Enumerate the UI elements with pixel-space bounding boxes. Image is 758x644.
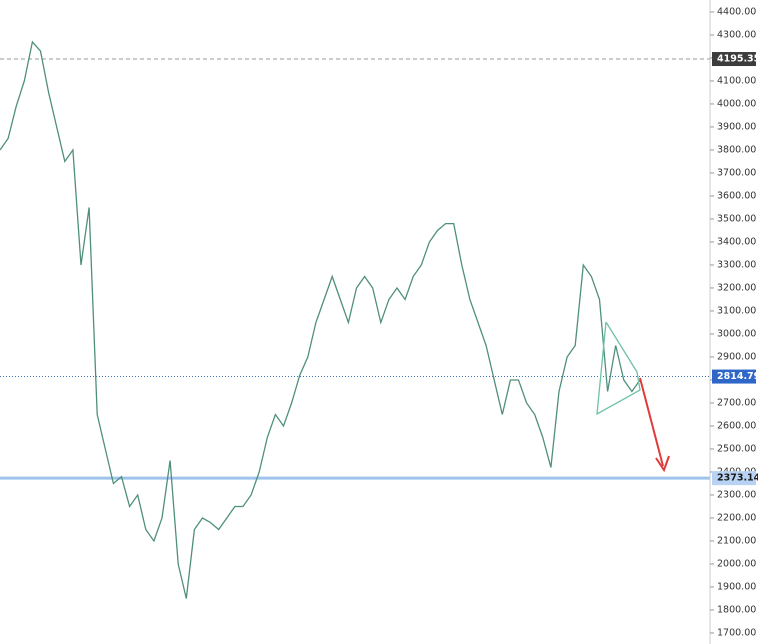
y-tick-label: 4400.00 — [717, 6, 756, 17]
y-tick-label: 2900.00 — [717, 351, 756, 362]
price-label: 4195.35 — [717, 54, 758, 65]
triangle-drawing — [596, 321, 641, 416]
y-tick-label: 2200.00 — [717, 512, 756, 523]
y-tick-label: 1800.00 — [717, 604, 756, 615]
arrow-head — [655, 455, 670, 473]
y-tick-label: 3300.00 — [717, 259, 756, 270]
price-label-box — [712, 471, 756, 486]
y-tick-label: 3400.00 — [717, 236, 756, 247]
y-tick-label: 2000.00 — [717, 558, 756, 569]
price-label-box — [712, 369, 756, 384]
y-tick-label: 1900.00 — [717, 581, 756, 592]
arrow-drawing — [639, 377, 670, 473]
price-label: 2814.79 — [717, 371, 758, 382]
y-tick-label: 3000.00 — [717, 328, 756, 339]
y-tick-label: 2600.00 — [717, 420, 756, 431]
y-tick-label: 3100.00 — [717, 305, 756, 316]
y-tick-label: 3200.00 — [717, 282, 756, 293]
y-tick-label: 1700.00 — [717, 627, 756, 638]
y-tick-label: 2100.00 — [717, 535, 756, 546]
y-tick-label: 3600.00 — [717, 190, 756, 201]
y-tick-label: 3700.00 — [717, 167, 756, 178]
y-tick-label: 4000.00 — [717, 98, 756, 109]
y-tick-label: 4100.00 — [717, 75, 756, 86]
price-label-box — [712, 52, 756, 67]
triangle-pattern — [596, 321, 641, 416]
y-tick-label: 3900.00 — [717, 121, 756, 132]
y-tick-label: 2300.00 — [717, 489, 756, 500]
y-tick-label: 2500.00 — [717, 443, 756, 454]
y-tick-label: 3800.00 — [717, 144, 756, 155]
y-tick-label: 2700.00 — [717, 397, 756, 408]
y-tick-label: 3500.00 — [717, 213, 756, 224]
y-tick-label: 4300.00 — [717, 29, 756, 40]
arrow-line — [639, 377, 664, 467]
price-label: 2373.14 — [717, 473, 758, 484]
price-line — [0, 40, 641, 599]
